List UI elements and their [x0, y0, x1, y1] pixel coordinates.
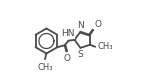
Text: HN: HN: [61, 29, 75, 38]
Text: S: S: [78, 50, 83, 59]
Text: O: O: [63, 54, 70, 63]
Text: O: O: [94, 20, 101, 29]
Text: CH₃: CH₃: [97, 42, 113, 51]
Text: N: N: [77, 20, 84, 30]
Text: CH₃: CH₃: [37, 62, 53, 72]
